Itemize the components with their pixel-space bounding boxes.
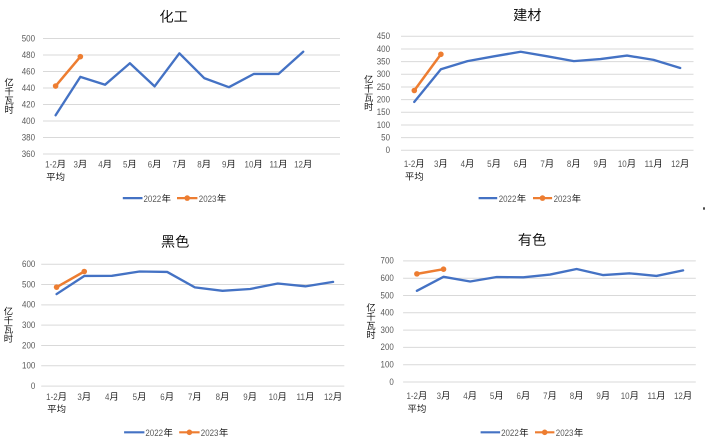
svg-text:0: 0 [31, 381, 35, 391]
svg-text:400: 400 [377, 44, 390, 54]
svg-text:10: 10 [245, 159, 254, 169]
svg-text:3: 3 [434, 159, 438, 169]
svg-text:4: 4 [461, 159, 465, 169]
svg-text:5: 5 [123, 159, 127, 169]
svg-text:2023: 2023 [554, 194, 572, 204]
svg-text:11: 11 [647, 391, 656, 401]
svg-text:8: 8 [216, 392, 220, 402]
svg-text:8: 8 [567, 159, 571, 169]
svg-text:400: 400 [22, 300, 35, 310]
svg-text:7: 7 [172, 159, 176, 169]
svg-text:360: 360 [22, 149, 35, 159]
svg-text:8: 8 [570, 391, 574, 401]
svg-text:200: 200 [377, 94, 390, 104]
svg-text:200: 200 [381, 342, 394, 352]
svg-text:1-2: 1-2 [406, 391, 417, 401]
svg-text:1-2: 1-2 [46, 392, 57, 402]
svg-text:11: 11 [296, 392, 305, 402]
svg-text:12: 12 [294, 159, 303, 169]
svg-text:12: 12 [674, 391, 683, 401]
svg-text:700: 700 [381, 256, 394, 266]
svg-text:150: 150 [377, 107, 390, 117]
svg-text:440: 440 [22, 83, 35, 93]
svg-text:4: 4 [98, 159, 102, 169]
svg-text:2023: 2023 [556, 428, 574, 438]
svg-text:11: 11 [269, 159, 278, 169]
svg-text:5: 5 [490, 391, 494, 401]
svg-text:4: 4 [105, 392, 109, 402]
svg-text:200: 200 [22, 340, 35, 350]
svg-text:10: 10 [269, 392, 278, 402]
svg-text:7: 7 [543, 391, 547, 401]
svg-text:500: 500 [22, 33, 35, 43]
svg-text:500: 500 [381, 290, 394, 300]
svg-text:5: 5 [133, 392, 137, 402]
svg-text:9: 9 [596, 391, 600, 401]
svg-text:10: 10 [618, 159, 627, 169]
svg-text:2022: 2022 [499, 194, 517, 204]
svg-text:9: 9 [243, 392, 247, 402]
svg-text:3: 3 [73, 159, 77, 169]
svg-text:6: 6 [514, 159, 518, 169]
svg-text:380: 380 [22, 132, 35, 142]
svg-text:6: 6 [148, 159, 152, 169]
svg-text:350: 350 [377, 56, 390, 66]
svg-text:100: 100 [381, 360, 394, 370]
svg-text:12: 12 [671, 159, 680, 169]
svg-text:1-2: 1-2 [45, 159, 56, 169]
svg-text:460: 460 [22, 66, 35, 76]
svg-text:100: 100 [377, 120, 390, 130]
svg-text:300: 300 [381, 325, 394, 335]
svg-text:300: 300 [22, 320, 35, 330]
svg-text:3: 3 [77, 392, 81, 402]
svg-text:12: 12 [324, 392, 333, 402]
svg-text:6: 6 [160, 392, 164, 402]
svg-text:250: 250 [377, 82, 390, 92]
svg-text:420: 420 [22, 99, 35, 109]
svg-text:600: 600 [381, 273, 394, 283]
svg-text:400: 400 [381, 308, 394, 318]
svg-text:3: 3 [437, 391, 441, 401]
svg-text:1-2: 1-2 [404, 159, 415, 169]
svg-text:2022: 2022 [144, 194, 162, 204]
svg-text:300: 300 [377, 69, 390, 79]
svg-text:7: 7 [540, 159, 544, 169]
svg-text:400: 400 [22, 116, 35, 126]
svg-text:480: 480 [22, 50, 35, 60]
svg-text:6: 6 [516, 391, 520, 401]
svg-text:9: 9 [594, 159, 598, 169]
svg-text:50: 50 [381, 132, 390, 142]
svg-text:0: 0 [386, 145, 390, 155]
svg-text:2022: 2022 [501, 428, 519, 438]
svg-text:11: 11 [644, 159, 653, 169]
svg-text:7: 7 [188, 392, 192, 402]
svg-text:8: 8 [197, 159, 201, 169]
svg-text:2022: 2022 [145, 428, 163, 438]
svg-text:4: 4 [463, 391, 467, 401]
svg-text:450: 450 [377, 31, 390, 41]
svg-text:0: 0 [389, 377, 393, 387]
svg-text:500: 500 [22, 279, 35, 289]
svg-text:5: 5 [487, 159, 491, 169]
svg-text:100: 100 [22, 361, 35, 371]
svg-text:600: 600 [22, 259, 35, 269]
svg-text:9: 9 [222, 159, 226, 169]
svg-text:2023: 2023 [201, 428, 219, 438]
svg-text:2023: 2023 [199, 194, 217, 204]
svg-text:10: 10 [621, 391, 630, 401]
